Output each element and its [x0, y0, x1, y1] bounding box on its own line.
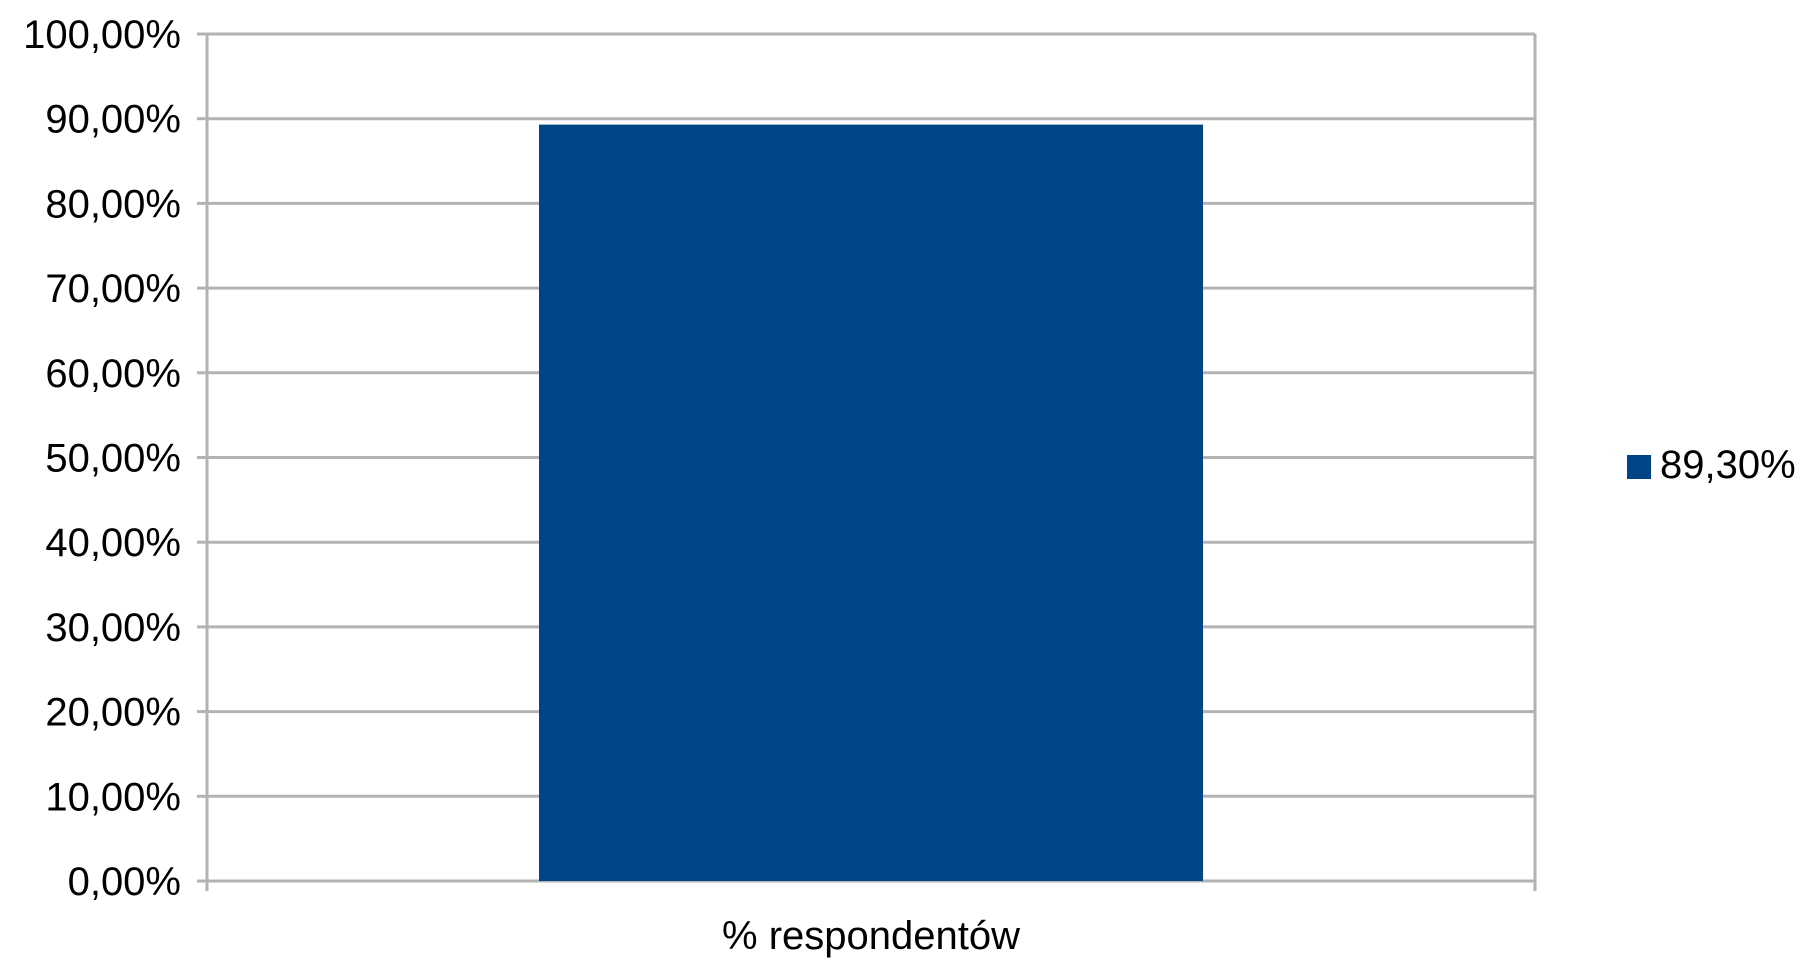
- bars: [539, 124, 1203, 881]
- bar: [539, 124, 1203, 881]
- y-tick-label: 10,00%: [45, 775, 181, 819]
- axes: [197, 32, 1537, 891]
- y-tick-label: 70,00%: [45, 267, 181, 311]
- x-category-label: % respondentów: [722, 914, 1020, 958]
- y-tick-label: 50,00%: [45, 437, 181, 481]
- legend: 89,30%: [1627, 443, 1796, 487]
- y-tick-label: 100,00%: [23, 13, 181, 57]
- y-tick-label: 80,00%: [45, 182, 181, 226]
- y-axis-tick-labels: 0,00% 10,00% 20,00% 30,00% 40,00% 50,00% 60,00…: [23, 13, 181, 904]
- y-tick-label: 40,00%: [45, 521, 181, 565]
- y-tick-label: 60,00%: [45, 352, 181, 396]
- y-tick-label: 20,00%: [45, 691, 181, 735]
- y-tick-label: 30,00%: [45, 606, 181, 650]
- y-tick-label: 0,00%: [68, 860, 181, 904]
- x-axis-category-labels: % respondentów: [722, 914, 1020, 958]
- legend-label: 89,30%: [1660, 443, 1796, 487]
- legend-swatch: [1627, 455, 1651, 479]
- y-tick-label: 90,00%: [45, 98, 181, 142]
